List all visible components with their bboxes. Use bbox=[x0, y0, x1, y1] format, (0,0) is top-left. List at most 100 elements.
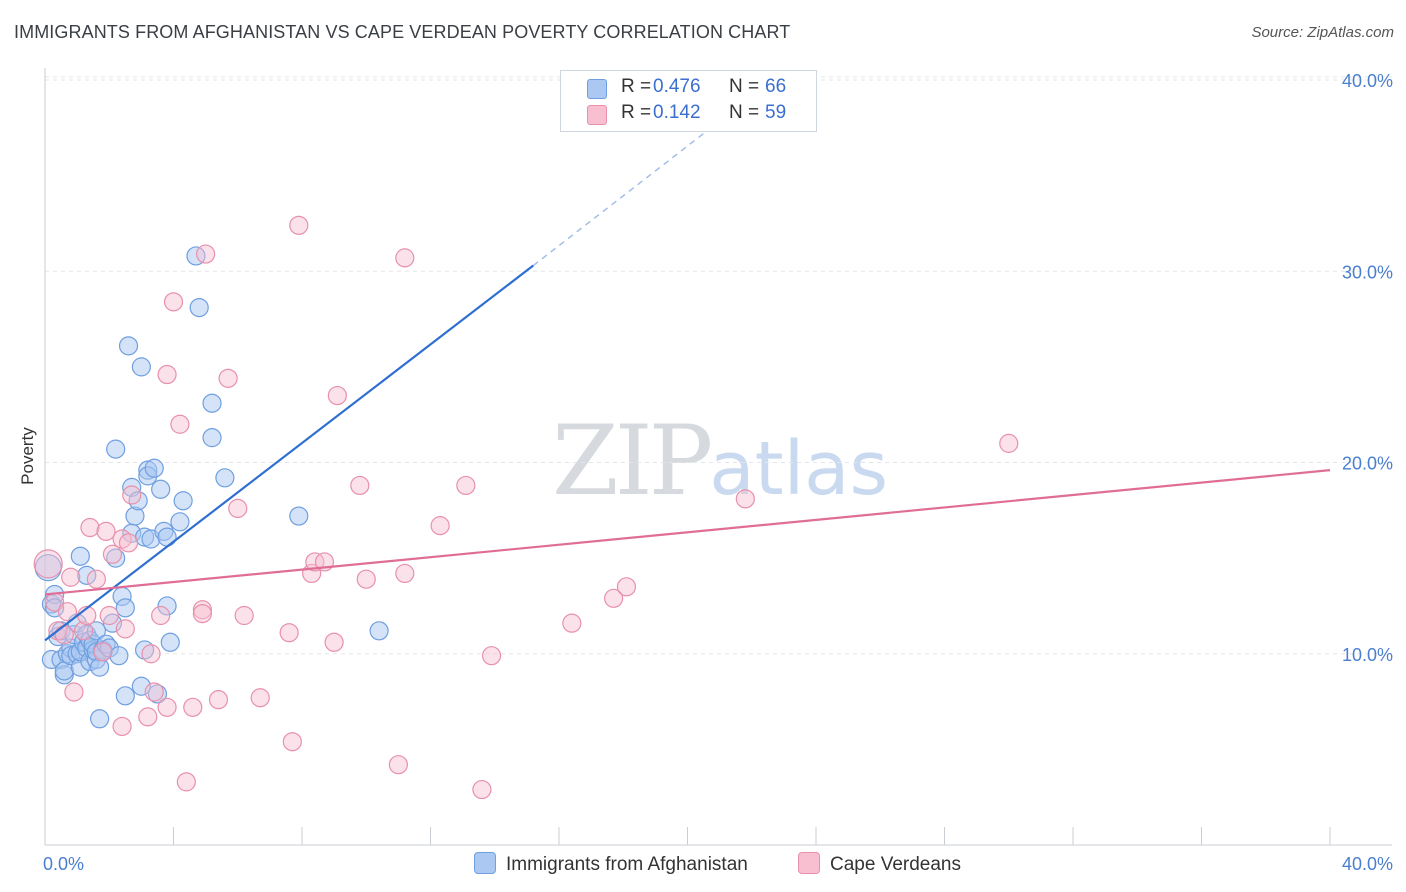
data-point bbox=[106, 439, 126, 459]
data-point bbox=[144, 458, 164, 478]
y-tick-label: 10.0% bbox=[1342, 645, 1393, 665]
grid-lines bbox=[45, 76, 1392, 655]
data-point bbox=[102, 544, 123, 564]
data-point bbox=[395, 563, 415, 584]
data-point bbox=[115, 686, 135, 706]
data-point bbox=[218, 368, 238, 388]
data-point bbox=[176, 772, 196, 792]
data-point bbox=[215, 468, 235, 488]
data-point bbox=[160, 632, 180, 652]
data-point bbox=[356, 569, 376, 589]
data-point bbox=[173, 491, 193, 511]
data-point bbox=[96, 521, 116, 541]
source-label: Source: ZipAtlas.com bbox=[1251, 24, 1394, 41]
data-point bbox=[388, 755, 408, 775]
data-point bbox=[481, 646, 502, 666]
bottom-legend-afghanistan: Immigrants from Afghanistan bbox=[474, 852, 748, 876]
bottom-legend-label: Immigrants from Afghanistan bbox=[506, 854, 748, 875]
data-point bbox=[147, 684, 168, 704]
axis-labels: 10.0% 20.0% 30.0% 40.0% 0.0% 40.0% Poverty bbox=[18, 71, 1393, 874]
watermark-zip: ZIP bbox=[552, 405, 713, 517]
data-point bbox=[196, 244, 216, 264]
data-point bbox=[472, 779, 492, 800]
legend-n-value: 59 bbox=[765, 102, 787, 123]
data-point bbox=[141, 644, 161, 664]
legend-r-label: R = bbox=[621, 102, 652, 123]
data-point bbox=[64, 682, 84, 702]
data-point bbox=[170, 414, 190, 434]
data-point bbox=[228, 498, 248, 518]
legend-r-value: 0.142 bbox=[653, 102, 701, 123]
data-point bbox=[327, 385, 347, 406]
trend-lines bbox=[44, 108, 1331, 642]
data-point bbox=[369, 621, 389, 641]
legend-n-label: N = bbox=[729, 76, 760, 97]
data-point bbox=[112, 716, 132, 737]
data-point bbox=[282, 732, 302, 752]
legend-swatch-blue bbox=[587, 79, 607, 99]
data-point bbox=[86, 569, 107, 589]
data-point bbox=[735, 489, 755, 509]
legend-swatch-pink bbox=[587, 105, 607, 125]
data-point bbox=[289, 215, 309, 235]
data-point bbox=[430, 516, 450, 536]
series-cape-verdean-points bbox=[33, 215, 1019, 800]
data-point bbox=[144, 682, 164, 702]
x-tick-label: 40.0% bbox=[1342, 854, 1393, 874]
data-point bbox=[151, 479, 171, 499]
bottom-legend-label: Cape Verdeans bbox=[830, 854, 961, 875]
data-point bbox=[118, 533, 139, 553]
data-point bbox=[99, 605, 119, 626]
data-point bbox=[118, 336, 139, 356]
data-point bbox=[562, 613, 582, 633]
data-point bbox=[115, 619, 135, 639]
watermark: ZIPatlas bbox=[552, 405, 888, 517]
data-point bbox=[80, 517, 100, 538]
data-point bbox=[115, 598, 135, 618]
data-point bbox=[122, 485, 142, 505]
y-axis-title: Poverty bbox=[18, 427, 37, 485]
bottom-legend-swatch-pink bbox=[798, 852, 820, 874]
chart-title: IMMIGRANTS FROM AFGHANISTAN VS CAPE VERD… bbox=[14, 22, 791, 42]
data-point bbox=[250, 688, 270, 708]
data-point bbox=[604, 588, 624, 608]
data-point bbox=[183, 697, 203, 717]
data-point bbox=[33, 549, 63, 579]
data-point bbox=[192, 603, 213, 624]
data-point bbox=[138, 707, 158, 727]
data-point bbox=[77, 565, 97, 585]
data-point bbox=[57, 602, 78, 622]
correlation-legend: R = 0.476 N = 66 R = 0.142 N = 59 bbox=[560, 70, 817, 132]
y-tick-label: 40.0% bbox=[1342, 71, 1393, 91]
data-point bbox=[163, 292, 184, 312]
data-point bbox=[289, 506, 309, 526]
data-point bbox=[93, 642, 113, 662]
data-point bbox=[131, 357, 151, 377]
x-tick-label: 0.0% bbox=[43, 854, 84, 874]
data-point bbox=[61, 567, 81, 587]
trend-line-afghanistan-extension bbox=[532, 108, 737, 267]
data-point bbox=[157, 697, 177, 717]
bottom-legend-cape-verdean: Cape Verdeans bbox=[798, 852, 961, 876]
data-point bbox=[999, 433, 1019, 453]
legend-r-label: R = bbox=[621, 76, 652, 97]
data-point bbox=[279, 623, 299, 643]
bottom-legend-swatch-blue bbox=[474, 852, 496, 874]
y-tick-label: 30.0% bbox=[1342, 262, 1393, 282]
data-point bbox=[90, 709, 110, 729]
data-point bbox=[109, 646, 129, 666]
data-point bbox=[70, 546, 90, 566]
data-point bbox=[395, 248, 415, 268]
data-point bbox=[616, 577, 637, 597]
data-point bbox=[350, 475, 370, 496]
axes bbox=[44, 68, 1392, 846]
legend-r-value: 0.476 bbox=[653, 76, 701, 97]
data-point bbox=[157, 596, 177, 616]
data-point bbox=[208, 690, 229, 710]
data-point bbox=[186, 246, 206, 266]
data-point bbox=[234, 605, 254, 626]
data-point bbox=[73, 621, 94, 641]
data-point bbox=[157, 527, 177, 547]
series-afghanistan-points bbox=[34, 246, 389, 729]
